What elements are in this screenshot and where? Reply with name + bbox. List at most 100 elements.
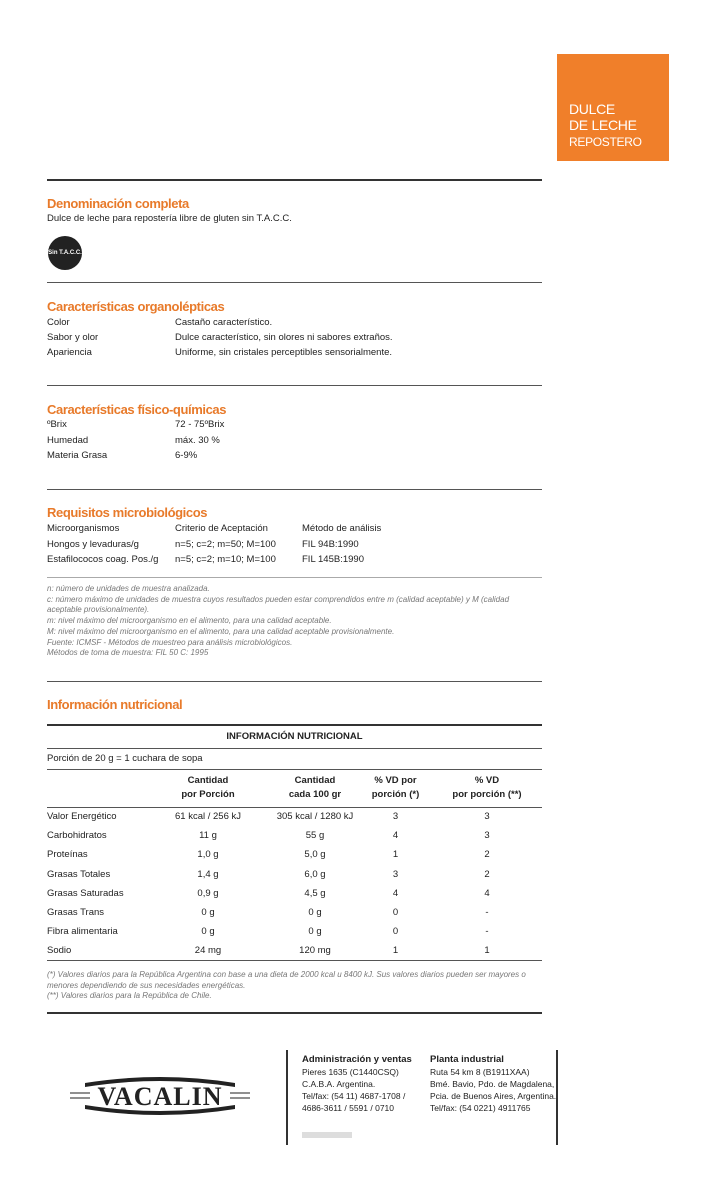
row-label: Materia Grasa [47, 450, 108, 461]
divider [47, 385, 542, 386]
nutrient-value: 4,5 g [304, 887, 326, 899]
micro-cell: Criterio de Aceptación [175, 523, 268, 534]
nutrient-value: - [485, 907, 489, 918]
nutrient-value: 0 g [201, 907, 215, 918]
nutrient-value: 1,4 g [197, 868, 219, 880]
note-line: c: número máximo de unidades de muestra … [47, 594, 510, 615]
nutrient-name: Carbohidratos [47, 830, 107, 842]
nutrient-value: 4 [484, 887, 490, 899]
address-title: Administración y ventas [302, 1054, 412, 1065]
micro-cell: FIL 94B:1990 [302, 538, 359, 550]
section-heading: Características físico-químicas [47, 402, 227, 417]
vacalin-logo: VACALIN [70, 1073, 250, 1117]
row-label: Apariencia [47, 347, 92, 358]
nutrient-name: Valor Energético [47, 811, 117, 822]
note-line: n: número de unidades de muestra analiza… [47, 584, 210, 593]
portion-text: Porción de 20 g = 1 cuchara de sopa [47, 753, 203, 764]
nutrient-name: Grasas Trans [47, 907, 105, 918]
section-heading: Información nutricional [47, 697, 183, 712]
product-label-box: DULCE DE LECHE REPOSTERO [557, 54, 669, 161]
logo-text: VACALIN [97, 1082, 223, 1111]
note-line: Métodos de toma de muestra: FIL 50 C: 19… [47, 648, 209, 658]
nutrient-name: Proteínas [47, 849, 88, 861]
divider [47, 748, 542, 749]
nutrient-value: - [485, 926, 489, 938]
nutrient-value: 61 kcal / 256 kJ [174, 811, 241, 822]
micro-cell: Microorganismos [47, 523, 120, 534]
nutrient-value: 4 [392, 887, 399, 899]
nutrient-value: 55 g [305, 830, 325, 842]
section-heading: Denominación completa [47, 196, 189, 211]
micro-cell: FIL 145B:1990 [302, 554, 364, 565]
nutrient-value: 11 g [199, 830, 217, 842]
note-line: (*) Valores diarios para la República Ar… [47, 970, 526, 990]
sin-tacc-logo: Sin T.A.C.C. [48, 236, 82, 270]
note-line: M: nivel máximo del microorganismo en el… [47, 626, 395, 636]
divider [286, 1050, 288, 1145]
micro-notes: n: número de unidades de muestra analiza… [47, 584, 542, 659]
column-header: porción (*) [371, 789, 420, 800]
divider [47, 577, 542, 578]
note-line: m: nivel máximo del microorganismo en el… [47, 616, 332, 626]
nutrient-value: 2 [484, 849, 490, 861]
note-line: (**) Valores diarios para la República d… [47, 991, 212, 1001]
nutrient-value: 6,0 g [304, 868, 326, 880]
row-value: máx. 30 % [175, 434, 220, 446]
micro-cell: n=5; c=2; m=50; M=100 [175, 538, 276, 550]
column-header: % VD [474, 775, 500, 786]
nutrient-value: 3 [392, 811, 399, 822]
section-heading: Requisitos microbiológicos [47, 505, 208, 520]
divider [47, 807, 542, 808]
nutrient-value: 0 g [308, 907, 322, 918]
address-line: Tel/fax: (54 11) 4687-1708 / [302, 1091, 406, 1101]
nutrient-value: 5,0 g [304, 849, 326, 861]
nutrient-value: 4 [392, 830, 399, 842]
nutrition-notes: (*) Valores diarios para la República Ar… [47, 970, 542, 1002]
divider [47, 1012, 542, 1014]
micro-cell: Estafilococos coag. Pos./g [47, 554, 159, 565]
row-value: Dulce característico, sin olores ni sabo… [175, 332, 393, 343]
nutrient-value: 1,0 g [197, 849, 219, 861]
divider [47, 489, 542, 490]
nutrient-value: 24 mg [194, 945, 222, 957]
nutrient-value: 120 mg [299, 945, 331, 957]
address-title: Planta industrial [430, 1054, 504, 1065]
section-heading: Características organolépticas [47, 299, 225, 314]
admin-address: Administración y ventas Pieres 1635 (C144… [302, 1054, 412, 1114]
micro-cell: n=5; c=2; m=10; M=100 [175, 554, 276, 565]
nutrient-value: 3 [392, 868, 399, 880]
plant-address: Planta industrial Ruta 54 km 8 (B1911XAA)… [430, 1054, 556, 1114]
nutrient-value: 0 [392, 926, 399, 938]
address-line: 4686-3611 / 5591 / 0710 [302, 1103, 395, 1113]
column-header: Cantidad [187, 775, 229, 786]
nutrient-value: 305 kcal / 1280 kJ [276, 811, 354, 822]
nutrient-value: 1 [392, 849, 399, 861]
nutrient-value: 0 [392, 907, 399, 918]
address-line: Pcia. de Buenos Aires, Argentina. [430, 1091, 557, 1101]
row-label: Humedad [47, 434, 89, 446]
nutrient-value: 1 [484, 945, 490, 957]
nutrient-value: 0 g [308, 926, 322, 938]
micro-cell: Método de análisis [302, 523, 382, 534]
nutrient-value: 0 g [201, 926, 215, 938]
sin-tacc-text: Sin T.A.C.C. [48, 250, 82, 256]
denominacion-text: Dulce de leche para repostería libre de … [47, 213, 292, 224]
row-value: 72 - 75ºBrix [175, 419, 225, 430]
nutrient-value: 3 [484, 830, 490, 842]
column-header: por Porción [181, 789, 235, 800]
redacted-text [302, 1132, 352, 1138]
column-header: por porción (**) [452, 789, 522, 800]
divider [47, 724, 542, 726]
address-line: Ruta 54 km 8 (B1911XAA) [430, 1067, 530, 1077]
nutrient-name: Grasas Saturadas [47, 887, 124, 899]
divider [47, 769, 542, 770]
column-header: Cantidad [294, 775, 336, 786]
nutrient-value: 1 [392, 945, 399, 957]
row-label: Color [47, 317, 70, 328]
address-line: Pieres 1635 (C1440CSQ) [302, 1067, 399, 1077]
row-value: 6-9% [175, 450, 198, 461]
nutrition-table-title: INFORMACIÓN NUTRICIONAL [226, 731, 363, 742]
address-line: Bmé. Bavio, Pdo. de Magdalena, [430, 1079, 555, 1089]
row-label: ºBrix [47, 419, 67, 430]
